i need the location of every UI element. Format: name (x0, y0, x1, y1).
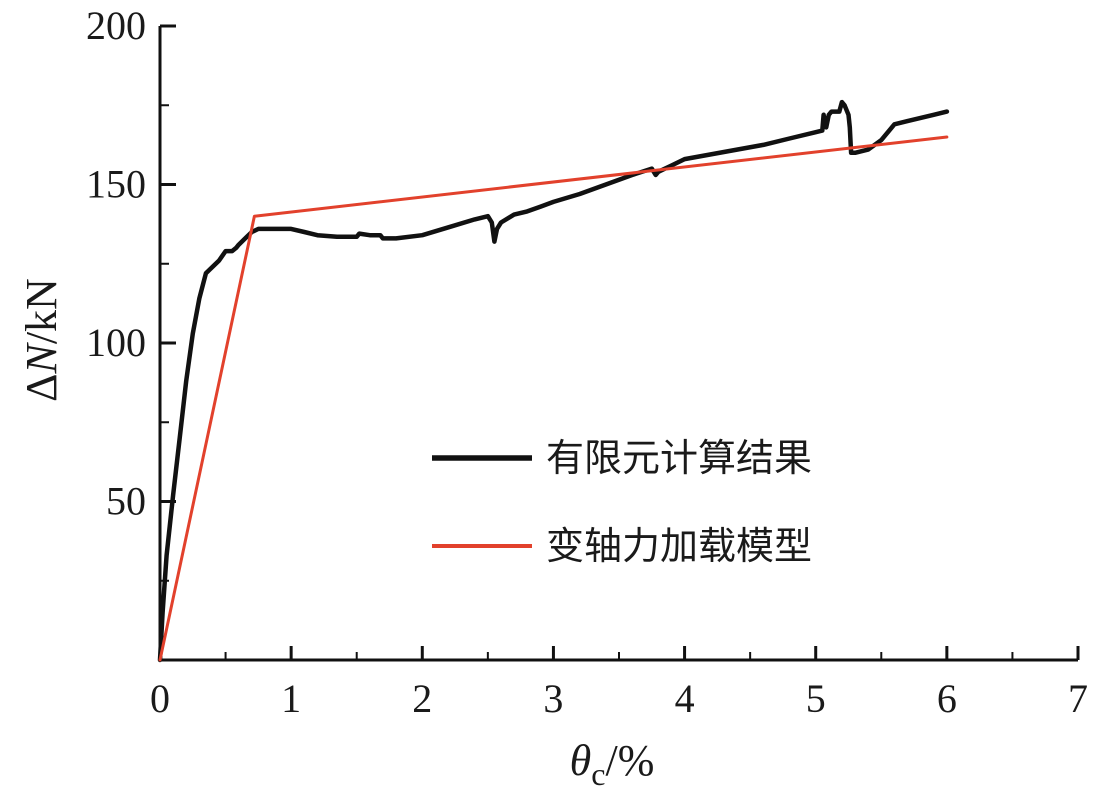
x-tick-label: 0 (150, 676, 170, 721)
y-axis-title: ΔN/kN (17, 278, 66, 402)
x-tick-label: 6 (937, 676, 957, 721)
x-tick-label: 1 (281, 676, 301, 721)
legend-label: 变轴力加载模型 (546, 524, 812, 568)
y-tick-label: 200 (86, 3, 146, 48)
series-group (157, 99, 950, 663)
x-tick-label: 4 (675, 676, 695, 721)
legend-label: 有限元计算结果 (546, 436, 812, 480)
x-tick-label: 7 (1068, 676, 1088, 721)
x-tick-label: 5 (806, 676, 826, 721)
y-tick-label: 100 (86, 320, 146, 365)
series-line-model (158, 135, 949, 662)
y-tick-label: 150 (86, 162, 146, 207)
x-tick-label: 3 (543, 676, 563, 721)
series-line-fem (157, 99, 950, 663)
y-tick-label: 50 (106, 479, 146, 524)
x-tick-label: 2 (412, 676, 432, 721)
x-axis-title: θc/% (570, 736, 655, 792)
legend-item-model: 变轴力加载模型 (432, 524, 812, 568)
legend-item-fem: 有限元计算结果 (432, 436, 812, 480)
ticks: 0 1 2 3 4 5 6 7 50 100 150 200 (86, 3, 1088, 721)
